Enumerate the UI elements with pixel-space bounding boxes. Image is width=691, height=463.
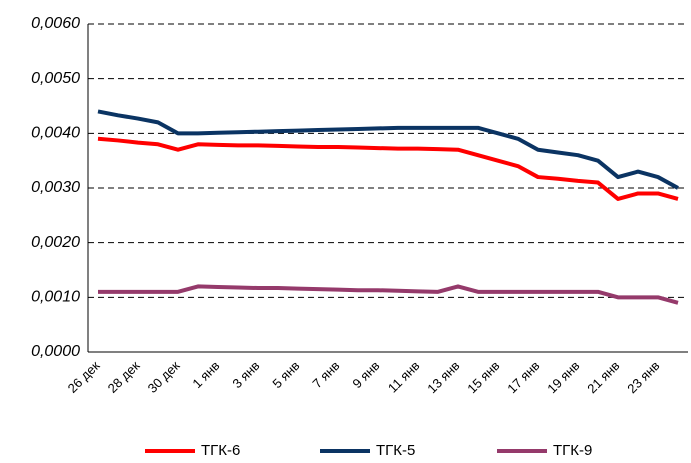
x-tick-label: 30 дек bbox=[145, 358, 183, 396]
y-tick-label: 0,0060 bbox=[31, 15, 80, 32]
x-tick-label: 3 янв bbox=[229, 358, 262, 391]
series-line bbox=[97, 136, 679, 201]
x-tick-label: 26 дек bbox=[65, 358, 103, 396]
x-tick-label: 11 янв bbox=[385, 358, 423, 396]
y-tick-label: 0,0020 bbox=[31, 234, 80, 251]
y-tick-label: 0,0050 bbox=[31, 70, 80, 87]
x-tick-label: 7 янв bbox=[309, 358, 342, 391]
y-tick-label: 0,0000 bbox=[31, 343, 80, 360]
legend-label: ТГК-5 bbox=[376, 442, 415, 459]
x-tick-label: 1 янв bbox=[189, 358, 222, 391]
x-tick-label: 17 янв bbox=[504, 358, 542, 396]
x-tick-label: 19 янв bbox=[544, 358, 582, 396]
y-tick-label: 0,0010 bbox=[31, 289, 80, 306]
series-line bbox=[97, 109, 679, 190]
x-tick-label: 15 янв bbox=[464, 358, 502, 396]
x-tick-label: 28 дек bbox=[105, 358, 143, 396]
x-tick-label: 13 янв bbox=[424, 358, 462, 396]
y-tick-label: 0,0040 bbox=[31, 125, 80, 142]
legend-label: ТГК-9 bbox=[553, 442, 592, 459]
x-tick-label: 5 янв bbox=[269, 358, 302, 391]
y-tick-label: 0,0030 bbox=[31, 179, 80, 196]
x-tick-label: 9 янв bbox=[349, 358, 382, 391]
series-line bbox=[98, 284, 679, 305]
x-tick-label: 21 янв bbox=[584, 358, 622, 396]
x-tick-label: 23 янв bbox=[624, 358, 662, 396]
legend-label: ТГК-6 bbox=[201, 442, 240, 459]
